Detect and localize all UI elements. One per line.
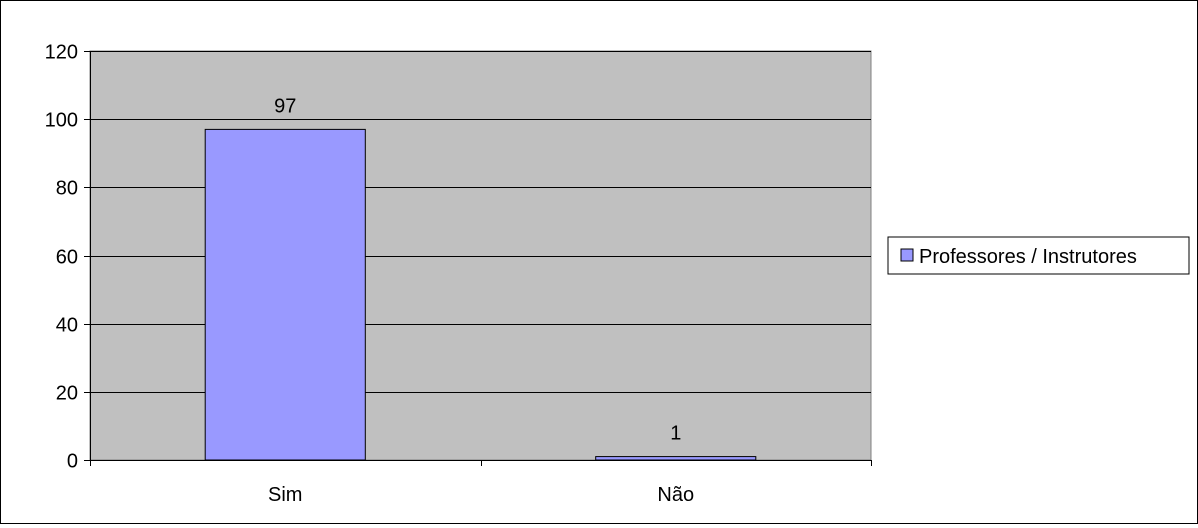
data-labels: 97 1 bbox=[274, 95, 681, 444]
x-axis: Sim Não bbox=[90, 460, 872, 506]
x-tick-label: Não bbox=[657, 484, 694, 506]
y-tick-label: 60 bbox=[56, 247, 78, 269]
legend-box bbox=[887, 236, 1190, 275]
legend-swatch bbox=[900, 248, 914, 262]
y-tick-label: 20 bbox=[56, 383, 78, 405]
y-axis: 0 20 40 60 80 100 120 bbox=[45, 42, 91, 473]
legend: Professores / Instrutores bbox=[887, 236, 1190, 275]
bar-data-label: 1 bbox=[670, 423, 681, 445]
bar-data-label: 97 bbox=[274, 95, 296, 117]
bar-nao bbox=[595, 456, 757, 461]
y-tick-label: 80 bbox=[56, 178, 78, 200]
x-tick-label: Sim bbox=[268, 484, 302, 506]
y-tick-label: 120 bbox=[45, 42, 78, 64]
legend-label: Professores / Instrutores bbox=[919, 246, 1137, 268]
bar-sim bbox=[204, 128, 366, 461]
bars bbox=[204, 128, 757, 461]
y-tick-label: 0 bbox=[67, 451, 78, 473]
y-tick-label: 40 bbox=[56, 315, 78, 337]
y-tick-label: 100 bbox=[45, 110, 78, 132]
